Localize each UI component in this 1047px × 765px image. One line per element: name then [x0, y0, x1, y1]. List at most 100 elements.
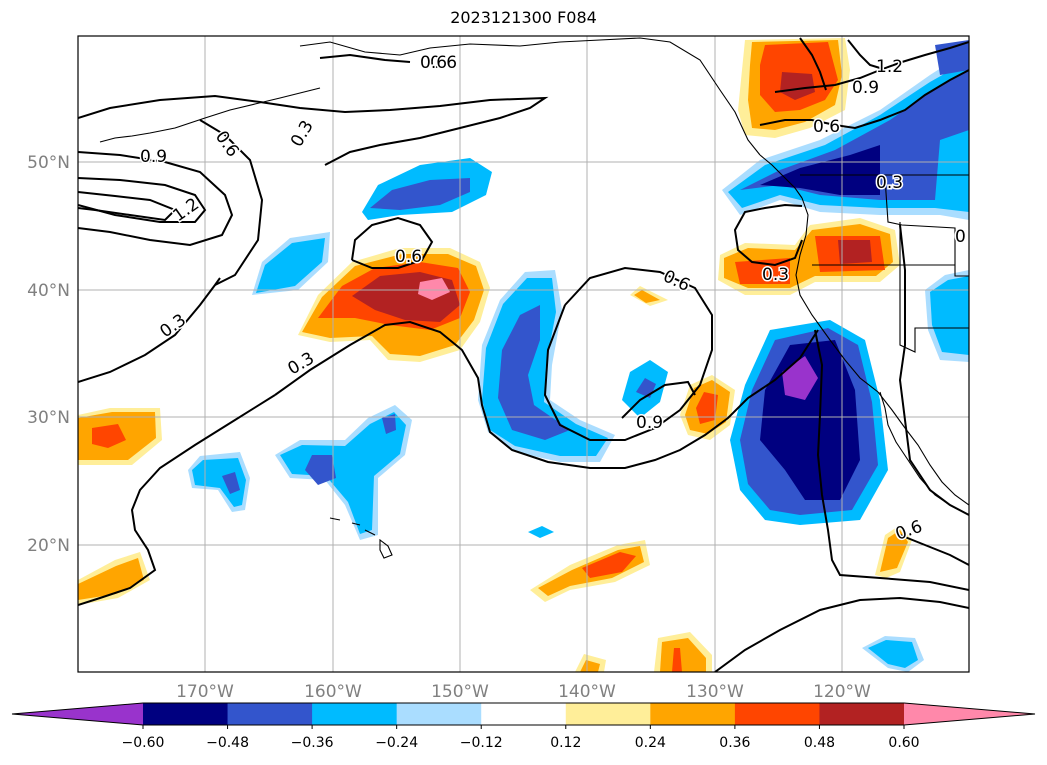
colorbar-tick-label: 0.36: [719, 735, 750, 751]
colorbar-segments: [143, 703, 905, 725]
colorbar-tick-label: −0.36: [291, 735, 334, 751]
colorbar-tick-label: −0.48: [206, 735, 249, 751]
positive-anomaly-region: [634, 290, 660, 303]
state-border: [884, 177, 969, 277]
colorbar-tick-label: 0.12: [550, 735, 581, 751]
colorbar-tick-label: 0.60: [888, 735, 919, 751]
colorbar-segment: [734, 703, 820, 725]
positive-anomaly-region: [660, 638, 706, 672]
positive-anomaly-region: [838, 240, 872, 264]
contour-line: [78, 191, 177, 222]
contour-line: [78, 177, 207, 223]
contour-line: [898, 224, 969, 516]
positive-anomaly-region: [78, 558, 144, 600]
negative-anomaly-region: [930, 276, 969, 355]
lat-tick-label: 30°N: [27, 408, 70, 428]
positive-anomaly-region: [696, 392, 718, 424]
contour-line: [774, 41, 969, 93]
colorbar-tick-label: 0.24: [635, 735, 666, 751]
lon-tick-label: 150°W: [431, 682, 489, 702]
lon-tick-labels: 170°W 160°W 150°W 140°W 130°W 120°W: [176, 682, 871, 702]
contour-lines: [78, 37, 969, 672]
colorbar-ticks: −0.60 −0.48 −0.36 −0.24 −0.12 0.12 0.24 0.36 0.4…: [122, 725, 920, 751]
colorbar-segment: [143, 703, 229, 725]
contour-line: [814, 329, 969, 591]
contour-label: 0.3: [762, 265, 789, 285]
colorbar-segment: [312, 703, 398, 725]
lon-tick-label: 170°W: [176, 682, 234, 702]
lat-tick-labels: 50°N 40°N 30°N 20°N: [27, 153, 70, 556]
contour-line: [733, 203, 803, 267]
negative-anomaly-region: [868, 640, 918, 668]
negative-anomaly-region: [370, 178, 470, 210]
contour-line: [714, 596, 969, 672]
colorbar-segment: [396, 703, 482, 725]
contour-label: 0.6: [395, 247, 422, 267]
colorbar-tick-label: −0.60: [122, 735, 165, 751]
contour-line: [78, 277, 221, 383]
contour-line: [543, 266, 713, 441]
lat-tick-label: 50°N: [27, 153, 70, 173]
contour-label: 0.6: [430, 53, 457, 73]
colorbar-segment: [565, 703, 651, 725]
contour-label: 0.9: [852, 78, 879, 98]
aleutian-islands: [99, 87, 321, 143]
contour-label: 0.9: [140, 147, 167, 167]
contour-line: [799, 37, 827, 91]
lat-tick-label: 20°N: [27, 536, 70, 556]
contour-line: [899, 534, 969, 566]
positive-anomaly-region: [418, 278, 450, 300]
contour-line: [759, 69, 969, 130]
positive-anomaly-region: [672, 648, 682, 672]
contour-label: 1.2: [876, 57, 903, 77]
contour-label: 0: [955, 227, 966, 247]
positive-anomaly-region: [92, 424, 126, 448]
negative-anomaly-region: [935, 40, 969, 75]
colorbar-tick-label: 0.48: [804, 735, 835, 751]
contour-line: [319, 53, 411, 63]
lon-tick-label: 140°W: [558, 682, 616, 702]
contour-line: [78, 394, 276, 606]
colorbar-tick-label: −0.24: [375, 735, 418, 751]
colorbar-segment: [481, 703, 567, 725]
colorbar-extend-high: [904, 703, 1035, 725]
negative-anomaly-region: [740, 70, 969, 200]
colorbar: −0.60 −0.48 −0.36 −0.24 −0.12 0.12 0.24 0.36 0.4…: [11, 702, 1036, 751]
map-title: 2023121300 F084: [450, 8, 597, 27]
colorbar-extend-low: [12, 703, 143, 725]
colorbar-segment: [650, 703, 736, 725]
alaska-coast: [299, 37, 761, 156]
contour-label: 0.9: [636, 413, 663, 433]
negative-anomaly-region: [382, 414, 396, 434]
contour-line: [274, 320, 819, 469]
colorbar-tick-label: −0.12: [460, 735, 503, 751]
contour-label: 0.6: [813, 117, 840, 137]
anomaly-fill-layer: [78, 38, 969, 672]
negative-anomaly-region: [280, 412, 406, 534]
map-frame: [77, 35, 970, 673]
positive-anomaly-region: [582, 552, 636, 578]
contour-label: 0.3: [876, 173, 903, 193]
negative-anomaly-region: [305, 455, 336, 485]
colorbar-segment: [227, 703, 313, 725]
contour-line: [78, 151, 234, 247]
negative-anomaly-region: [222, 472, 240, 494]
lon-tick-label: 130°W: [686, 682, 744, 702]
contour-line: [199, 119, 264, 286]
negative-anomaly-region: [528, 526, 554, 538]
lat-tick-label: 40°N: [27, 281, 70, 301]
hawaii-islands: [329, 517, 393, 559]
lon-tick-label: 160°W: [304, 682, 362, 702]
contour-line: [78, 94, 549, 166]
contour-line: [621, 380, 696, 419]
contour-line: [847, 39, 881, 69]
lon-tick-label: 120°W: [813, 682, 871, 702]
positive-anomaly-region: [880, 530, 908, 572]
contour-line: [351, 216, 434, 269]
positive-anomaly-region: [780, 72, 815, 100]
us-west-coast: [795, 197, 969, 506]
colorbar-segment: [819, 703, 905, 725]
contour-label: 0.6: [420, 53, 447, 73]
negative-anomaly-region: [256, 238, 325, 293]
